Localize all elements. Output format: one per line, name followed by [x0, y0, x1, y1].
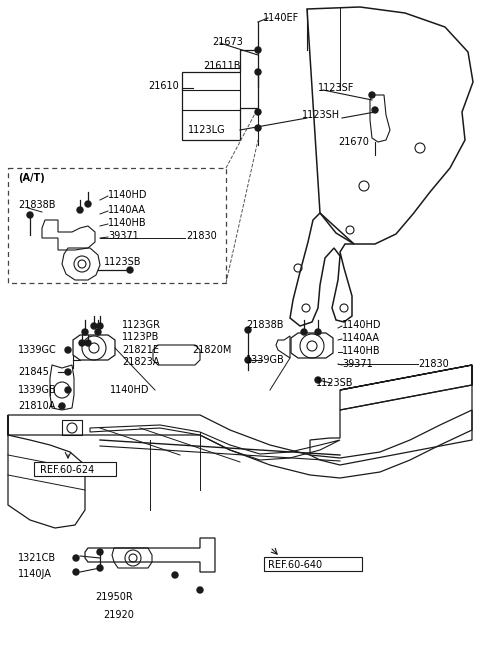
- Circle shape: [255, 47, 261, 53]
- Text: 21821E: 21821E: [122, 345, 159, 355]
- Text: 21838B: 21838B: [246, 320, 284, 330]
- Circle shape: [197, 587, 203, 593]
- Text: 1140HD: 1140HD: [342, 320, 382, 330]
- Text: 39371: 39371: [108, 231, 139, 241]
- Text: (A/T): (A/T): [18, 173, 45, 183]
- FancyBboxPatch shape: [34, 462, 116, 476]
- Circle shape: [369, 92, 375, 98]
- Text: 21611B: 21611B: [203, 61, 240, 71]
- Text: 1140AA: 1140AA: [342, 333, 380, 343]
- Text: 21820M: 21820M: [192, 345, 231, 355]
- Circle shape: [255, 125, 261, 131]
- Circle shape: [85, 201, 91, 207]
- Circle shape: [91, 323, 97, 329]
- Text: 1339GB: 1339GB: [246, 355, 285, 365]
- Text: 1140HD: 1140HD: [108, 190, 147, 200]
- Circle shape: [85, 340, 91, 346]
- Circle shape: [245, 327, 251, 333]
- Circle shape: [255, 109, 261, 115]
- Circle shape: [73, 555, 79, 561]
- Text: 1140AA: 1140AA: [108, 205, 146, 215]
- Text: 1339GB: 1339GB: [18, 385, 57, 395]
- Text: 21670: 21670: [338, 137, 369, 147]
- Circle shape: [315, 329, 321, 335]
- Text: 21673: 21673: [212, 37, 243, 47]
- Circle shape: [315, 377, 321, 383]
- Text: 1321CB: 1321CB: [18, 553, 56, 563]
- Text: 21920: 21920: [103, 610, 134, 620]
- Text: 1140HD: 1140HD: [110, 385, 149, 395]
- Circle shape: [65, 347, 71, 353]
- Circle shape: [127, 267, 133, 273]
- Circle shape: [27, 212, 33, 218]
- Circle shape: [172, 572, 178, 578]
- Circle shape: [59, 403, 65, 409]
- Text: 1123SB: 1123SB: [104, 257, 142, 267]
- Text: 21823A: 21823A: [122, 357, 159, 367]
- Text: 1123PB: 1123PB: [122, 332, 159, 342]
- Circle shape: [97, 549, 103, 555]
- Text: 1123LG: 1123LG: [188, 125, 226, 135]
- Text: 1140HB: 1140HB: [342, 346, 381, 356]
- Circle shape: [73, 569, 79, 575]
- FancyBboxPatch shape: [264, 557, 362, 571]
- Text: 21838B: 21838B: [18, 200, 56, 210]
- Text: REF.60-640: REF.60-640: [268, 560, 322, 570]
- Circle shape: [301, 329, 307, 335]
- Circle shape: [95, 329, 101, 335]
- Text: 1123SH: 1123SH: [302, 110, 340, 120]
- Circle shape: [82, 329, 88, 335]
- Text: 1140JA: 1140JA: [18, 569, 52, 579]
- Circle shape: [372, 107, 378, 113]
- Text: REF.60-624: REF.60-624: [40, 465, 94, 475]
- Text: 21830: 21830: [186, 231, 217, 241]
- Text: 21830: 21830: [418, 359, 449, 369]
- Circle shape: [79, 340, 85, 346]
- Circle shape: [77, 207, 83, 213]
- Circle shape: [65, 387, 71, 393]
- Text: 21810A: 21810A: [18, 401, 55, 411]
- Circle shape: [97, 565, 103, 571]
- Circle shape: [245, 357, 251, 363]
- Text: 1339GC: 1339GC: [18, 345, 57, 355]
- Text: 1140HB: 1140HB: [108, 218, 146, 228]
- Text: 21610: 21610: [148, 81, 179, 91]
- Text: 1140EF: 1140EF: [263, 13, 299, 23]
- Circle shape: [255, 69, 261, 75]
- Text: 1123SF: 1123SF: [318, 83, 354, 93]
- Text: 1123GR: 1123GR: [122, 320, 161, 330]
- Text: 39371: 39371: [342, 359, 373, 369]
- Text: 21845: 21845: [18, 367, 49, 377]
- Circle shape: [97, 323, 103, 329]
- Text: 21950R: 21950R: [95, 592, 133, 602]
- Circle shape: [65, 369, 71, 375]
- Text: 1123SB: 1123SB: [316, 378, 353, 388]
